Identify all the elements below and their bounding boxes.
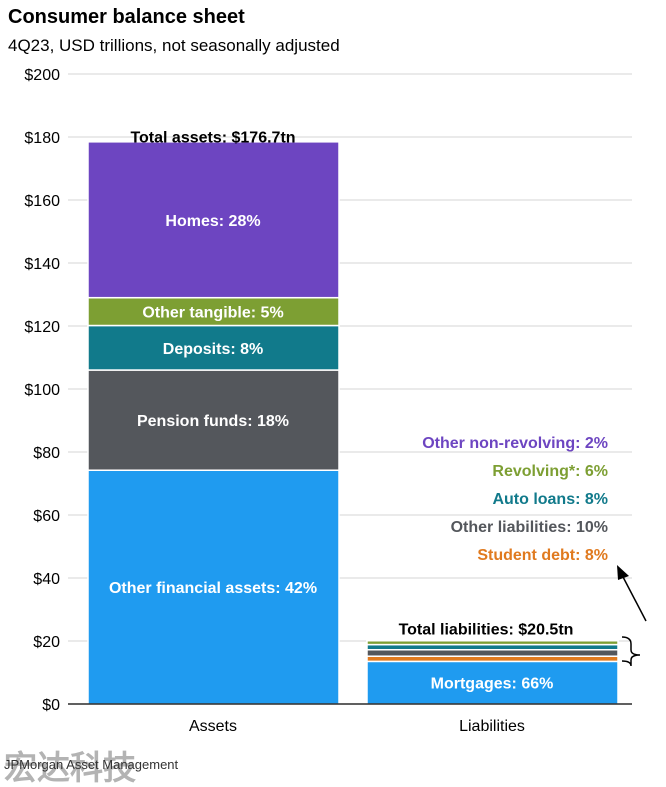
y-tick-label: $140 xyxy=(24,256,60,273)
bar-segment-other-financial-assets xyxy=(87,469,340,705)
liability-label-revolving: Revolving*: 6% xyxy=(492,463,608,480)
bar-segment-mortgages xyxy=(366,660,619,705)
y-tick-label: $160 xyxy=(24,193,60,210)
segment-label-mortgages: Mortgages: 66% xyxy=(431,676,554,693)
bar-segment-other-tangible xyxy=(87,296,340,327)
y-tick-label: $0 xyxy=(42,697,60,714)
y-tick-label: $40 xyxy=(33,571,60,588)
y-tick-label: $120 xyxy=(24,319,60,336)
liability-label-auto-loans: Auto loans: 8% xyxy=(492,491,608,508)
watermark-logo: 宏达科技 xyxy=(4,748,136,784)
bar-segment-student-debt xyxy=(366,655,619,663)
x-tick-label-liabilities: Liabilities xyxy=(459,718,525,735)
liability-label-other-liabilities: Other liabilities: 10% xyxy=(451,519,608,536)
total-label-liabilities: Total liabilities: $20.5tn xyxy=(399,621,574,638)
y-tick-label: $180 xyxy=(24,130,60,147)
bar-segment-auto-loans xyxy=(366,643,619,651)
bar-segment-pension-funds xyxy=(87,369,340,471)
chart-title: Consumer balance sheet xyxy=(8,6,245,28)
y-tick-label: $20 xyxy=(33,634,60,651)
x-tick-label-assets: Assets xyxy=(189,718,237,735)
bar-segment-other-non-revolving xyxy=(366,638,619,642)
segment-label-deposits: Deposits: 8% xyxy=(163,341,263,358)
y-tick-label: $80 xyxy=(33,445,60,462)
pointer-arrow-head xyxy=(617,565,629,580)
y-tick-label: $100 xyxy=(24,382,60,399)
total-label-assets: Total assets: $176.7tn xyxy=(130,129,295,146)
bar-segment-homes xyxy=(87,141,340,299)
watermark-text: 宏达科技 xyxy=(4,748,136,784)
bar-segment-deposits xyxy=(87,324,340,371)
segment-label-other-financial-assets: Other financial assets: 42% xyxy=(109,580,317,597)
pointer-arrow-line xyxy=(621,574,647,622)
bracket xyxy=(621,636,641,667)
liability-label-other-non-revolving: Other non-revolving: 2% xyxy=(422,435,608,452)
liability-label-student-debt: Student debt: 8% xyxy=(477,547,608,564)
segment-label-other-tangible: Other tangible: 5% xyxy=(142,305,283,322)
chart-subtitle: 4Q23, USD trillions, not seasonally adju… xyxy=(8,36,340,55)
y-tick-label: $60 xyxy=(33,508,60,525)
bar-segment-other-liabilities xyxy=(366,649,619,657)
segment-label-pension-funds: Pension funds: 18% xyxy=(137,413,289,430)
y-tick-label: $200 xyxy=(24,67,60,84)
segment-label-homes: Homes: 28% xyxy=(165,213,260,230)
source-note: JPMorgan Asset Management xyxy=(4,757,179,772)
